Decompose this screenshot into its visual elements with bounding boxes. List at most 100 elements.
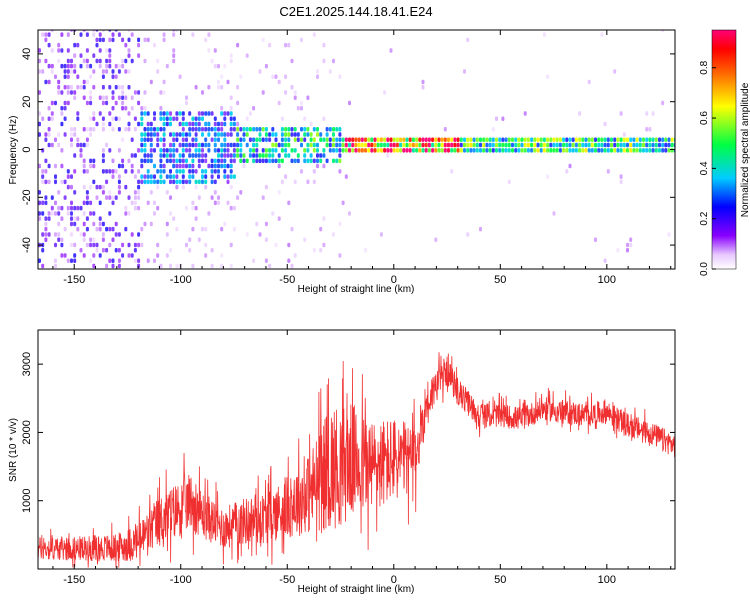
heatmap-cell [434, 237, 438, 242]
heatmap-cell [236, 142, 240, 148]
heatmap-cell [146, 258, 150, 263]
heatmap-cell [105, 169, 109, 174]
heatmap-cell [539, 142, 543, 148]
heatmap-cell [57, 237, 61, 242]
heatmap-cell [111, 37, 115, 43]
heatmap-cell [328, 69, 332, 74]
heatmap-cell [185, 95, 188, 100]
heatmap-cell [70, 200, 73, 206]
heatmap-cell [204, 127, 208, 132]
heatmap-cell [159, 263, 163, 269]
heatmap-cell [188, 153, 192, 158]
heatmap-cell [514, 148, 518, 153]
heatmap-cell [38, 163, 41, 169]
heatmap-cell [271, 142, 275, 148]
heatmap-cell [226, 174, 230, 179]
heatmap-cell [367, 137, 371, 142]
heatmap-cell [185, 142, 188, 148]
heatmap-cell [220, 148, 224, 153]
heatmap-cell [76, 85, 80, 90]
heatmap-cell [178, 153, 182, 158]
heatmap-cell [610, 142, 613, 148]
heatmap-cell [197, 153, 201, 158]
heatmap-cell [137, 42, 141, 48]
heatmap-cell [117, 116, 121, 121]
heatmap-cell [546, 74, 550, 79]
heatmap-cell [530, 137, 534, 142]
heatmap-cell [85, 226, 89, 232]
heatmap-cell [146, 158, 150, 164]
heatmap-cell [60, 148, 64, 153]
heatmap-cell [92, 111, 96, 116]
heatmap-cell [44, 169, 48, 174]
heatmap-cell [175, 169, 179, 174]
heatmap-cell [309, 158, 313, 164]
heatmap-cell [629, 142, 633, 148]
heatmap-cell [389, 137, 393, 142]
heatmap-cell [172, 30, 176, 32]
heatmap-cell [108, 58, 112, 64]
heatmap-cell [485, 137, 489, 142]
heatmap-cell [111, 106, 115, 111]
heatmap-cell [386, 153, 390, 158]
heatmap-cell [220, 253, 224, 258]
heatmap-cell [411, 142, 415, 148]
heatmap-cell [511, 148, 514, 153]
heatmap-cell [245, 53, 249, 58]
heatmap-cell [207, 148, 211, 153]
heatmap-cell [89, 100, 93, 106]
heatmap-cell [140, 106, 144, 111]
heatmap-cell [73, 221, 77, 227]
heatmap-cell [223, 169, 227, 174]
heatmap-cell [117, 148, 121, 153]
heatmap-cell [172, 142, 176, 148]
heatmap-cell [312, 32, 316, 37]
heatmap-cell [229, 132, 233, 137]
heatmap-cell [252, 106, 256, 111]
heatmap-cell [229, 127, 233, 132]
heatmap-cell [220, 163, 224, 169]
heatmap-cell [274, 132, 278, 137]
heatmap-cell [229, 53, 233, 58]
heatmap-cell [204, 158, 208, 164]
heatmap-cell [191, 127, 195, 132]
heatmap-cell [181, 137, 185, 142]
heatmap-cell [408, 148, 412, 153]
heatmap-cell [469, 148, 473, 153]
heatmap-cell [213, 137, 217, 142]
heatmap-cell [162, 179, 166, 185]
heatmap-cell [482, 148, 486, 153]
heatmap-cell [127, 69, 131, 74]
heatmap-cell [447, 142, 450, 148]
heatmap-cell [338, 253, 342, 258]
heatmap-cell [322, 116, 326, 121]
heatmap-cell [185, 158, 188, 164]
heatmap-cell [137, 169, 141, 174]
colorbar-ticks: 0.00.20.40.60.8 [699, 60, 716, 276]
heatmap-cell [98, 226, 102, 232]
heatmap-cell [418, 137, 422, 142]
heatmap-cell [89, 163, 93, 169]
heatmap-cell [284, 90, 288, 95]
heatmap-cell [188, 174, 192, 179]
heatmap-cell [280, 127, 284, 132]
heatmap-cell [223, 132, 227, 137]
heatmap-cell [629, 237, 633, 242]
heatmap-cell [140, 226, 144, 232]
heatmap-cell [539, 137, 543, 142]
heatmap-cell [153, 42, 156, 48]
heatmap-cell [60, 106, 64, 111]
heatmap-cell [332, 158, 335, 164]
heatmap-cell [274, 158, 278, 164]
heatmap-cell [255, 142, 259, 148]
heatmap-cell [169, 158, 172, 164]
colorbar-tick-label: 0.4 [699, 161, 710, 175]
heatmap-cell [159, 127, 163, 132]
heatmap-cell [70, 221, 73, 227]
heatmap-cell [255, 137, 259, 142]
heatmap-cell [50, 30, 54, 32]
heatmap-cell [437, 142, 441, 148]
heatmap-cell [210, 179, 214, 185]
heatmap-cell [149, 137, 153, 142]
heatmap-cell [488, 137, 492, 142]
